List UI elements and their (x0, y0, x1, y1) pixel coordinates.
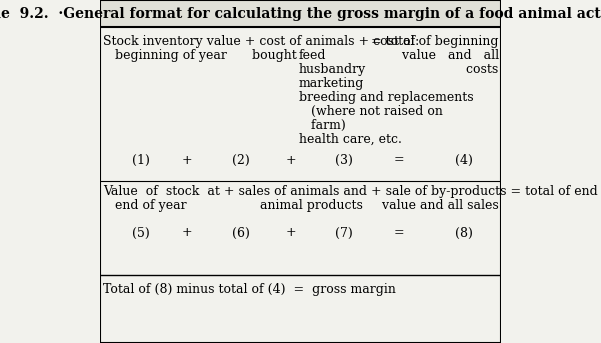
Text: marketing: marketing (299, 77, 364, 90)
Text: +: + (285, 226, 296, 239)
Text: value and all sales: value and all sales (358, 199, 499, 212)
Text: health care, etc.: health care, etc. (299, 133, 401, 146)
Text: (1): (1) (132, 154, 150, 166)
Text: +: + (182, 226, 192, 239)
Text: (2): (2) (231, 154, 249, 166)
Text: (5): (5) (132, 226, 149, 239)
Text: (where not raised on: (where not raised on (299, 105, 442, 118)
Bar (100, 0, 501, 27)
Text: feed: feed (299, 49, 326, 62)
Text: (6): (6) (231, 226, 249, 239)
Text: Table  9.2.  ·General format for calculating the gross margin of a food animal a: Table 9.2. ·General format for calculati… (0, 7, 601, 21)
Text: bought: bought (224, 49, 296, 62)
Text: husbandry: husbandry (299, 63, 366, 76)
Text: beginning of year: beginning of year (103, 49, 227, 62)
Text: (4): (4) (455, 154, 473, 166)
Text: end of year: end of year (103, 199, 187, 212)
Text: value   and   all: value and all (389, 49, 499, 62)
Text: =: = (393, 154, 404, 166)
Text: +: + (285, 154, 296, 166)
Text: farm): farm) (299, 119, 346, 132)
Text: breeding and replacements: breeding and replacements (299, 91, 473, 104)
Text: (3): (3) (335, 154, 353, 166)
Text: = total of beginning: = total of beginning (371, 35, 499, 48)
Text: =: = (393, 226, 404, 239)
Text: +: + (182, 154, 192, 166)
Text: (8): (8) (455, 226, 473, 239)
Text: animal products: animal products (224, 199, 363, 212)
Text: Stock inventory value + cost of animals + cost of:: Stock inventory value + cost of animals … (103, 35, 419, 48)
Text: (7): (7) (335, 226, 353, 239)
Text: Value  of  stock  at + sales of animals and + sale of by-products = total of end: Value of stock at + sales of animals and… (103, 185, 601, 198)
Text: costs: costs (406, 63, 499, 76)
Text: Total of (8) minus total of (4)  =  gross margin: Total of (8) minus total of (4) = gross … (103, 283, 396, 296)
